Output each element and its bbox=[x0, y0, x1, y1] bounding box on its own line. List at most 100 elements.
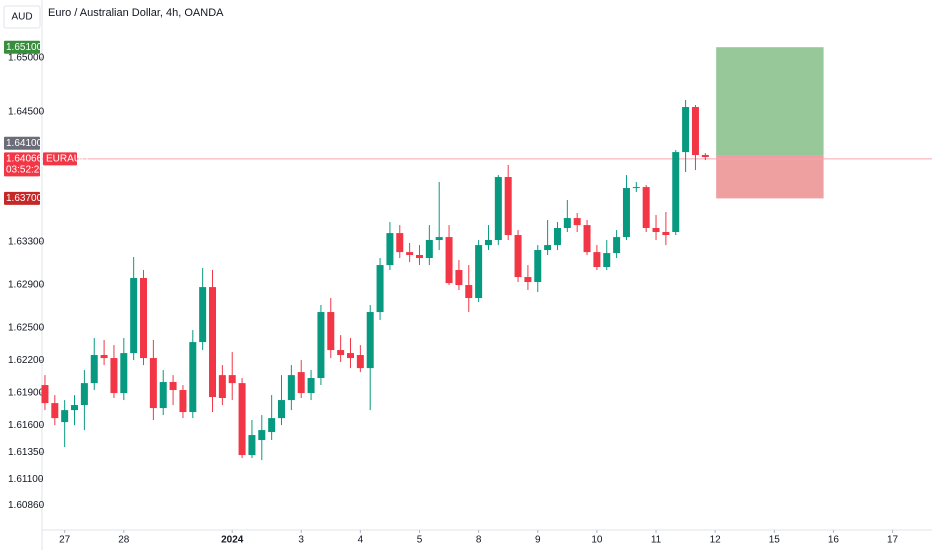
candle-body bbox=[179, 390, 187, 413]
y-tick-label: 1.61100 bbox=[8, 474, 44, 485]
candle-body bbox=[189, 342, 197, 413]
candle-body bbox=[248, 435, 256, 456]
candle-body bbox=[465, 285, 473, 298]
x-tick-label: 2024 bbox=[221, 535, 244, 546]
candle-body bbox=[701, 154, 709, 158]
x-tick-label: 28 bbox=[118, 535, 130, 546]
candle-body bbox=[622, 188, 630, 238]
y-tick-label: 1.61350 bbox=[8, 447, 45, 458]
stop-label: 1.63700 bbox=[6, 193, 43, 204]
x-tick-label: 8 bbox=[476, 535, 482, 546]
currency-button[interactable] bbox=[3, 5, 41, 29]
last-price-label: 1.64066 bbox=[6, 154, 43, 165]
candle-body bbox=[297, 372, 305, 394]
candle-body bbox=[583, 225, 591, 253]
candle-body bbox=[337, 350, 345, 356]
candle-body bbox=[376, 265, 384, 313]
candle-body bbox=[475, 245, 483, 298]
candle-body bbox=[307, 378, 315, 394]
x-tick-label: 27 bbox=[59, 535, 71, 546]
y-tick-label: 1.65000 bbox=[8, 53, 45, 64]
x-tick-label: 10 bbox=[591, 535, 603, 546]
x-tick-label: 11 bbox=[651, 535, 662, 546]
candle-body bbox=[534, 250, 542, 283]
candle-body bbox=[553, 228, 561, 246]
candle-body bbox=[80, 383, 88, 406]
candle-body bbox=[406, 252, 414, 256]
target-zone bbox=[716, 47, 824, 156]
candle-body bbox=[366, 312, 374, 369]
candle-body bbox=[691, 107, 699, 155]
candle-body bbox=[209, 287, 217, 398]
candle-body bbox=[149, 358, 157, 409]
candle-body bbox=[159, 382, 167, 409]
stop-zone bbox=[716, 155, 824, 199]
candle-body bbox=[682, 107, 690, 153]
x-tick-label: 3 bbox=[298, 535, 304, 546]
candle-body bbox=[603, 253, 611, 267]
y-tick-label: 1.63300 bbox=[8, 236, 45, 247]
candle-body bbox=[140, 278, 148, 359]
candle-body bbox=[278, 400, 286, 419]
candle-body bbox=[593, 252, 601, 267]
candle-body bbox=[120, 353, 128, 394]
candle-body bbox=[494, 177, 502, 240]
candle-body bbox=[41, 385, 49, 404]
candle-body bbox=[228, 375, 236, 384]
candle-body bbox=[642, 187, 650, 229]
y-tick-label: 1.60860 bbox=[8, 500, 45, 511]
candle-body bbox=[130, 278, 138, 354]
candle-body bbox=[110, 358, 118, 394]
candle-body bbox=[672, 152, 680, 233]
y-tick-label: 1.64500 bbox=[8, 107, 45, 118]
chart-title: Euro / Australian Dollar, 4h, OANDA bbox=[48, 7, 224, 19]
candle-body bbox=[662, 232, 670, 236]
symbol-tag: EURAUD bbox=[46, 154, 88, 165]
candle-body bbox=[652, 228, 660, 233]
candle-body bbox=[317, 312, 325, 379]
candle-body bbox=[287, 375, 295, 401]
candle-body bbox=[425, 239, 433, 259]
candle-body bbox=[563, 218, 571, 229]
candle-body bbox=[327, 312, 335, 351]
entry-label-bg bbox=[4, 136, 40, 150]
y-tick-label: 1.61600 bbox=[8, 420, 45, 431]
x-tick-label: 9 bbox=[535, 535, 541, 546]
candle-body bbox=[613, 237, 621, 254]
symbol-tag-bg bbox=[43, 152, 77, 166]
candle-body bbox=[415, 255, 423, 259]
x-tick-label: 5 bbox=[417, 535, 423, 546]
candle-body bbox=[504, 177, 512, 236]
candle-body bbox=[573, 218, 581, 226]
last-price-bg bbox=[4, 152, 40, 177]
candle-body bbox=[51, 403, 59, 419]
candle-body bbox=[356, 355, 364, 369]
entry-label: 1.64100 bbox=[6, 138, 43, 149]
y-tick-label: 1.61900 bbox=[8, 387, 45, 398]
candle-body bbox=[61, 410, 69, 423]
x-tick-label: 17 bbox=[887, 535, 899, 546]
candle-body bbox=[258, 430, 266, 441]
candle-body bbox=[218, 375, 226, 399]
y-tick-label: 1.62500 bbox=[8, 323, 45, 334]
x-tick-label: 16 bbox=[828, 535, 840, 546]
candle-body bbox=[396, 233, 404, 253]
x-tick-label: 4 bbox=[358, 535, 364, 546]
currency[interactable]: AUD bbox=[11, 12, 32, 23]
x-tick-label: 15 bbox=[769, 535, 781, 546]
candle-body bbox=[90, 355, 98, 384]
candle-body bbox=[346, 353, 354, 359]
candle-body bbox=[455, 270, 463, 286]
y-tick-label: 1.62200 bbox=[8, 355, 45, 366]
target-label: 1.65100 bbox=[6, 42, 43, 53]
candle-body bbox=[484, 239, 492, 246]
candle-body bbox=[435, 237, 443, 240]
candle-body bbox=[199, 287, 207, 343]
candle-body bbox=[386, 233, 394, 266]
candle-body bbox=[524, 277, 532, 283]
candle-body bbox=[268, 418, 276, 433]
candle-body bbox=[514, 235, 522, 278]
stop-label-bg bbox=[4, 191, 40, 205]
